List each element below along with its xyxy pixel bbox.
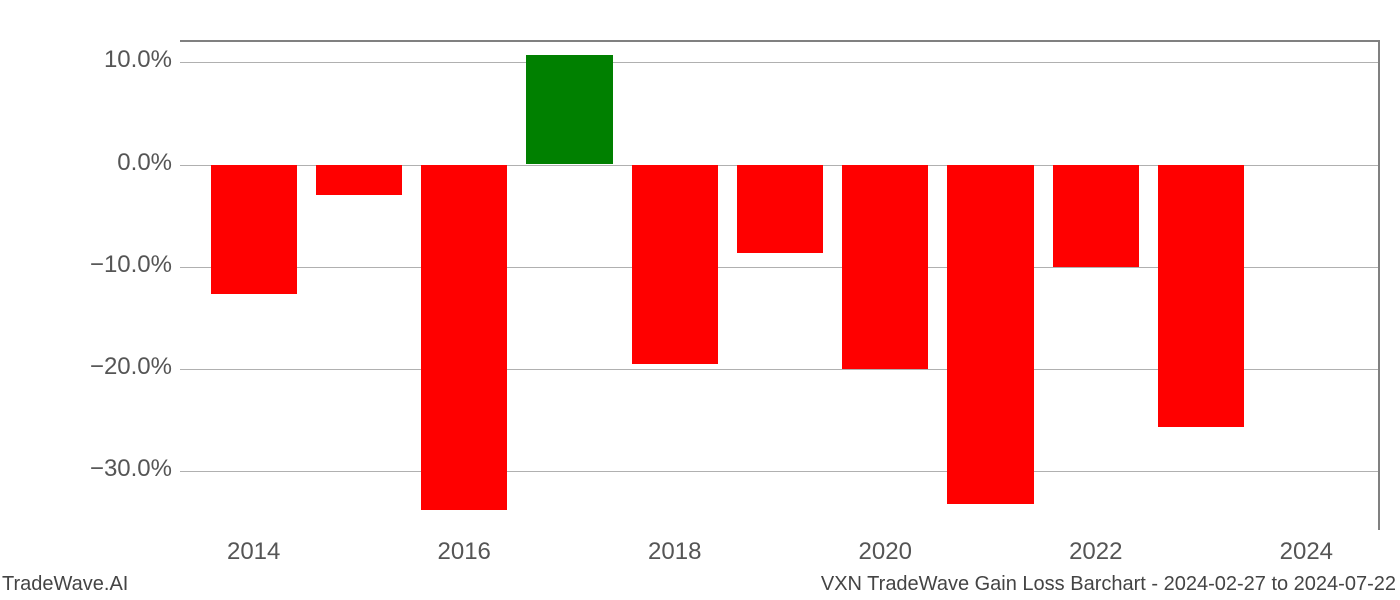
footer-right-text: VXN TradeWave Gain Loss Barchart - 2024-…	[821, 573, 1396, 596]
chart-plot-area	[180, 40, 1380, 530]
x-tick-label: 2020	[859, 538, 912, 566]
x-tick-label: 2022	[1069, 538, 1122, 566]
gridline	[180, 62, 1378, 63]
bar	[526, 55, 612, 164]
y-tick-label: −10.0%	[22, 251, 172, 279]
y-tick-label: 0.0%	[22, 149, 172, 177]
y-tick-label: 10.0%	[22, 46, 172, 74]
y-tick-label: −20.0%	[22, 353, 172, 381]
bar	[947, 165, 1033, 505]
bar	[1158, 165, 1244, 427]
x-tick-label: 2018	[648, 538, 701, 566]
bar	[316, 165, 402, 196]
y-tick-label: −30.0%	[22, 455, 172, 483]
bar	[211, 165, 297, 295]
gridline	[180, 471, 1378, 472]
x-tick-label: 2016	[438, 538, 491, 566]
footer-left-text: TradeWave.AI	[2, 573, 128, 596]
plot-area	[180, 42, 1378, 530]
bar	[737, 165, 823, 254]
bar	[842, 165, 928, 369]
x-tick-label: 2024	[1280, 538, 1333, 566]
x-tick-label: 2014	[227, 538, 280, 566]
bar	[421, 165, 507, 510]
bar	[632, 165, 718, 364]
bar	[1053, 165, 1139, 267]
